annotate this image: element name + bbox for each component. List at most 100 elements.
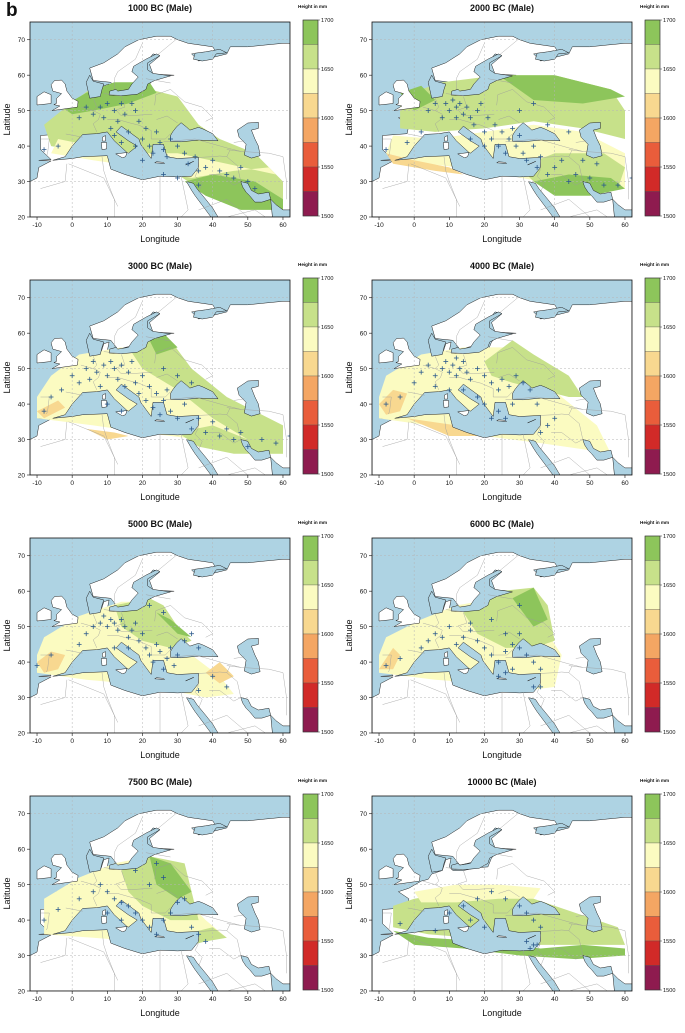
country-border <box>551 690 583 702</box>
sea-body <box>270 714 290 733</box>
map-area <box>372 22 632 217</box>
sample-marker <box>432 928 438 934</box>
sample-marker <box>443 359 449 364</box>
legend-tick-label: 1600 <box>663 374 675 380</box>
country-border <box>382 654 392 673</box>
x-tick-label: 10 <box>446 996 454 1003</box>
sample-marker <box>189 631 195 637</box>
country-border <box>107 635 171 656</box>
legend-tick-label: 1700 <box>663 18 675 24</box>
sample-marker <box>175 415 180 421</box>
country-border <box>498 297 518 314</box>
sample-marker <box>446 108 452 114</box>
sample-marker <box>154 931 159 937</box>
island <box>114 926 128 933</box>
sample-marker <box>531 917 537 923</box>
sample-marker <box>475 108 480 114</box>
y-tick-label: 70 <box>18 811 26 818</box>
sample-marker <box>259 437 265 442</box>
x-tick-label: 10 <box>104 222 112 229</box>
country-border <box>198 149 231 158</box>
country-border <box>103 351 122 354</box>
x-tick-label: 40 <box>209 480 217 487</box>
country-border <box>449 635 513 656</box>
sample-marker <box>383 401 389 407</box>
x-tick-label: 0 <box>412 738 416 745</box>
island <box>36 349 52 364</box>
island <box>50 337 79 369</box>
sea-body <box>512 896 561 917</box>
sample-marker <box>573 172 579 177</box>
country-border <box>498 555 518 572</box>
y-tick-label: 60 <box>18 330 26 337</box>
x-tick-label: -10 <box>32 222 42 229</box>
legend-swatch <box>644 707 661 733</box>
country-border <box>156 297 176 314</box>
sea-body <box>579 638 603 675</box>
sample-marker <box>168 910 173 916</box>
country-border <box>522 434 531 475</box>
sample-marker <box>520 150 526 156</box>
x-tick-label: 50 <box>586 222 594 229</box>
sample-marker <box>140 917 145 923</box>
legend-swatch <box>302 867 319 893</box>
country-border <box>180 434 189 475</box>
country-border <box>163 912 241 926</box>
x-tick-label: 40 <box>551 738 559 745</box>
country-border <box>522 950 531 991</box>
legend-tick-label: 1500 <box>663 730 675 736</box>
country-border <box>568 209 608 217</box>
legend-swatch <box>644 965 661 991</box>
sample-marker <box>90 624 96 630</box>
sample-marker <box>475 638 480 644</box>
country-border <box>382 421 410 447</box>
y-tick-label: 50 <box>360 624 368 631</box>
sample-marker <box>439 115 445 121</box>
x-tick-label: -10 <box>32 480 42 487</box>
legend-swatch <box>302 93 319 119</box>
legend-swatch <box>302 449 319 475</box>
island <box>443 400 449 408</box>
country-border <box>487 594 513 600</box>
country-border <box>80 106 101 132</box>
country-border <box>107 893 171 914</box>
x-tick-label: 60 <box>621 222 629 229</box>
x-tick-label: 50 <box>586 480 594 487</box>
sample-marker <box>517 108 522 114</box>
plot-frame <box>371 537 633 734</box>
legend-swatch <box>644 818 661 844</box>
legend-tick-label: 1500 <box>663 988 675 994</box>
sea-body <box>579 896 603 933</box>
sample-marker <box>125 369 131 375</box>
sample-marker <box>489 617 494 622</box>
y-tick-label: 50 <box>18 108 26 115</box>
island <box>495 935 508 938</box>
height-zone <box>414 884 541 903</box>
country-border <box>522 176 531 217</box>
sample-marker <box>524 652 529 658</box>
y-tick-label: 30 <box>18 437 26 444</box>
legend-swatch <box>302 940 319 966</box>
y-axis-label: Latitude <box>2 877 12 909</box>
sample-marker <box>460 903 466 909</box>
sample-marker <box>175 652 180 658</box>
map-area <box>30 280 290 475</box>
x-tick-label: 40 <box>551 480 559 487</box>
country-border <box>505 138 583 152</box>
sample-marker <box>104 624 110 630</box>
legend-swatch <box>644 535 661 561</box>
country-border <box>233 398 245 401</box>
sea-body <box>527 955 561 991</box>
sample-marker <box>140 157 145 163</box>
island <box>392 337 421 369</box>
height-legend: Height in mm 1700 1650 1600 1550 1500 <box>298 4 333 220</box>
sea-body <box>237 122 261 159</box>
y-axis-label: Latitude <box>344 877 354 909</box>
height-legend: Height in mm 1700 1650 1600 1550 1500 <box>640 4 675 220</box>
sample-marker <box>118 101 124 106</box>
sea-body <box>582 697 614 719</box>
sample-marker <box>517 631 522 637</box>
sample-marker <box>210 157 216 163</box>
sample-marker <box>168 136 173 142</box>
sample-marker <box>157 412 163 418</box>
